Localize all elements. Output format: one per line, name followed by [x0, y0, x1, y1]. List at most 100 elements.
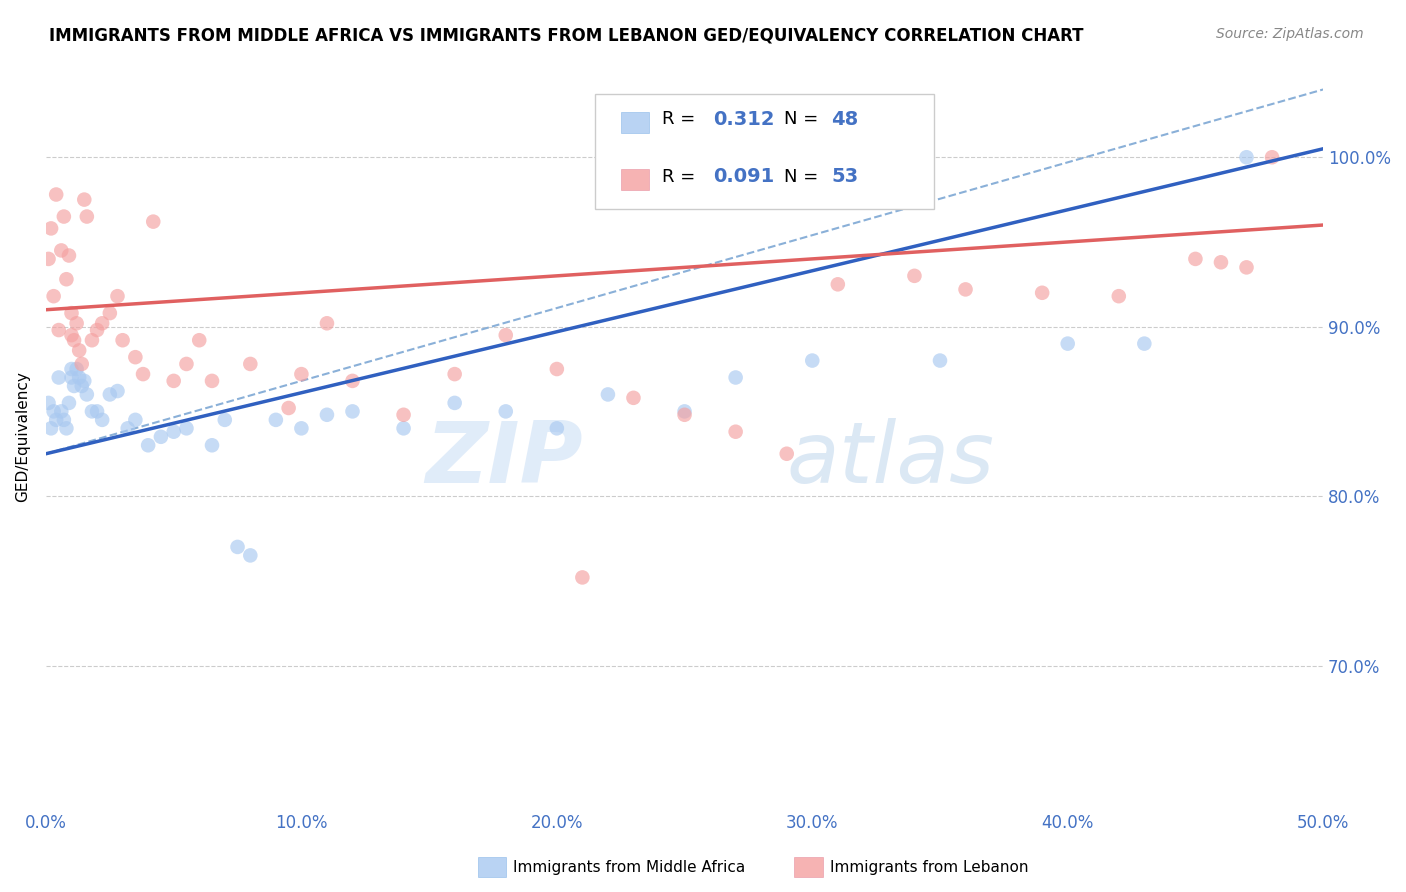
Y-axis label: GED/Equivalency: GED/Equivalency: [15, 371, 30, 502]
Bar: [620, 112, 648, 133]
Point: [117, 421, 139, 435]
Point: [1031, 285, 1053, 300]
Point: [52, 210, 75, 224]
Point: [38, 252, 60, 266]
Text: Source: ZipAtlas.com: Source: ZipAtlas.com: [1216, 27, 1364, 41]
Point: [136, 438, 159, 452]
Point: [1209, 255, 1232, 269]
Point: [176, 357, 198, 371]
Point: [39, 221, 62, 235]
Point: [124, 350, 146, 364]
Point: [596, 387, 619, 401]
Point: [443, 396, 465, 410]
Point: [546, 421, 568, 435]
Point: [724, 370, 747, 384]
Text: 48: 48: [831, 110, 859, 128]
Point: [65, 316, 87, 330]
Point: [342, 404, 364, 418]
Point: [546, 362, 568, 376]
Point: [929, 353, 952, 368]
Text: Immigrants from Lebanon: Immigrants from Lebanon: [830, 860, 1028, 874]
Point: [1133, 336, 1156, 351]
Point: [623, 391, 645, 405]
Point: [1184, 252, 1206, 266]
Point: [38, 396, 60, 410]
Point: [392, 421, 415, 435]
Point: [290, 367, 312, 381]
Point: [55, 421, 77, 435]
Point: [60, 362, 83, 376]
Point: [67, 343, 90, 358]
Point: [45, 413, 67, 427]
Bar: [620, 169, 648, 190]
Point: [58, 248, 80, 262]
Point: [65, 362, 87, 376]
Point: [903, 268, 925, 283]
Point: [70, 379, 93, 393]
Point: [60, 328, 83, 343]
Point: [239, 549, 262, 563]
Point: [48, 323, 70, 337]
Point: [226, 540, 249, 554]
Point: [98, 387, 121, 401]
Text: 0.091: 0.091: [713, 167, 773, 186]
Point: [495, 328, 517, 343]
Point: [201, 374, 224, 388]
Text: R =: R =: [662, 168, 700, 186]
Point: [188, 333, 211, 347]
Point: [724, 425, 747, 439]
Text: 53: 53: [831, 167, 859, 186]
Point: [1056, 336, 1078, 351]
Point: [91, 316, 114, 330]
Point: [1236, 260, 1258, 275]
Point: [76, 387, 98, 401]
Text: 0.312: 0.312: [713, 110, 775, 128]
Point: [176, 421, 198, 435]
Point: [342, 374, 364, 388]
Text: N =: N =: [785, 168, 824, 186]
Point: [316, 316, 339, 330]
Point: [42, 404, 65, 418]
Point: [290, 421, 312, 435]
Point: [42, 289, 65, 303]
Point: [1236, 150, 1258, 164]
Point: [51, 404, 73, 418]
Point: [673, 408, 696, 422]
Point: [1108, 289, 1130, 303]
Point: [392, 408, 415, 422]
Point: [60, 370, 83, 384]
Point: [107, 289, 129, 303]
Point: [60, 306, 83, 320]
Point: [801, 353, 824, 368]
Point: [111, 333, 134, 347]
Point: [73, 193, 96, 207]
Point: [58, 396, 80, 410]
Point: [443, 367, 465, 381]
Point: [142, 214, 165, 228]
Text: IMMIGRANTS FROM MIDDLE AFRICA VS IMMIGRANTS FROM LEBANON GED/EQUIVALENCY CORRELA: IMMIGRANTS FROM MIDDLE AFRICA VS IMMIGRA…: [49, 27, 1084, 45]
Point: [86, 323, 108, 337]
Point: [132, 367, 155, 381]
Point: [80, 404, 103, 418]
Point: [163, 374, 186, 388]
Text: ZIP: ZIP: [425, 417, 582, 500]
Point: [955, 282, 977, 296]
Point: [1261, 150, 1284, 164]
Point: [214, 413, 236, 427]
Point: [70, 357, 93, 371]
Point: [48, 370, 70, 384]
Point: [107, 384, 129, 398]
Point: [73, 374, 96, 388]
Point: [124, 413, 146, 427]
Point: [52, 413, 75, 427]
Point: [45, 187, 67, 202]
Text: Immigrants from Middle Africa: Immigrants from Middle Africa: [513, 860, 745, 874]
Point: [55, 272, 77, 286]
Point: [776, 447, 799, 461]
Point: [277, 401, 299, 415]
Point: [67, 370, 90, 384]
Text: N =: N =: [785, 111, 824, 128]
Point: [571, 570, 593, 584]
Point: [86, 404, 108, 418]
Point: [51, 244, 73, 258]
